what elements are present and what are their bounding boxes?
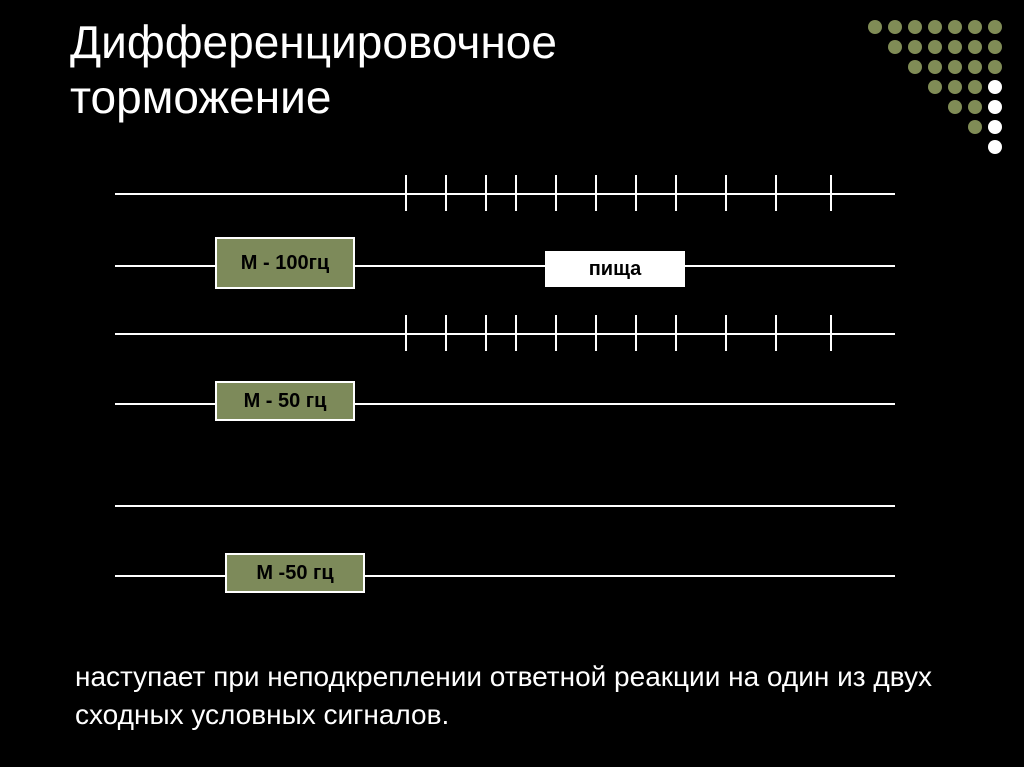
grid-dot bbox=[928, 80, 942, 94]
grid-dot bbox=[988, 80, 1002, 94]
grid-dot bbox=[928, 20, 942, 34]
tick-mark bbox=[675, 175, 677, 211]
grid-dot bbox=[908, 20, 922, 34]
grid-dot bbox=[988, 40, 1002, 54]
grid-dot bbox=[948, 20, 962, 34]
timeline-line5 bbox=[115, 505, 895, 507]
title-line-2: торможение bbox=[70, 70, 557, 125]
tick-mark bbox=[725, 315, 727, 351]
tick-mark bbox=[555, 175, 557, 211]
tick-mark bbox=[830, 315, 832, 351]
dot-grid-icon bbox=[866, 18, 1004, 156]
grid-dot bbox=[928, 40, 942, 54]
tick-mark bbox=[775, 315, 777, 351]
tick-mark bbox=[405, 175, 407, 211]
tick-mark bbox=[485, 315, 487, 351]
grid-dot bbox=[868, 20, 882, 34]
box-food-label: пища bbox=[589, 258, 642, 281]
tick-mark bbox=[405, 315, 407, 351]
caption-text: наступает при неподкреплении ответной ре… bbox=[75, 658, 955, 734]
grid-dot bbox=[928, 60, 942, 74]
tick-mark bbox=[445, 315, 447, 351]
grid-dot bbox=[968, 60, 982, 74]
tick-mark bbox=[675, 315, 677, 351]
timing-diagram: М - 100гц пища М - 50 гц М -50 гц bbox=[95, 165, 915, 625]
tick-mark bbox=[635, 315, 637, 351]
box-m100-label: М - 100гц bbox=[241, 252, 329, 275]
grid-dot bbox=[968, 40, 982, 54]
grid-dot bbox=[948, 80, 962, 94]
grid-dot bbox=[888, 40, 902, 54]
grid-dot bbox=[988, 120, 1002, 134]
box-food: пища bbox=[545, 251, 685, 287]
grid-dot bbox=[968, 80, 982, 94]
tick-mark bbox=[775, 175, 777, 211]
grid-dot bbox=[988, 60, 1002, 74]
tick-mark bbox=[445, 175, 447, 211]
tick-mark bbox=[515, 315, 517, 351]
timeline-line3 bbox=[115, 333, 895, 335]
tick-mark bbox=[725, 175, 727, 211]
slide-title: Дифференцировочное торможение bbox=[70, 15, 557, 125]
grid-dot bbox=[908, 40, 922, 54]
box-m50a-label: М - 50 гц bbox=[244, 390, 327, 413]
grid-dot bbox=[968, 100, 982, 114]
grid-dot bbox=[968, 120, 982, 134]
grid-dot bbox=[988, 20, 1002, 34]
box-m50b-label: М -50 гц bbox=[256, 562, 333, 585]
title-line-1: Дифференцировочное bbox=[70, 15, 557, 70]
box-m50b: М -50 гц bbox=[225, 553, 365, 593]
tick-mark bbox=[830, 175, 832, 211]
slide: Дифференцировочное торможение М - 100гц п… bbox=[0, 0, 1024, 767]
grid-dot bbox=[888, 20, 902, 34]
box-m100: М - 100гц bbox=[215, 237, 355, 289]
timeline-line1 bbox=[115, 193, 895, 195]
grid-dot bbox=[908, 60, 922, 74]
box-m50a: М - 50 гц bbox=[215, 381, 355, 421]
tick-mark bbox=[555, 315, 557, 351]
grid-dot bbox=[988, 140, 1002, 154]
grid-dot bbox=[948, 40, 962, 54]
tick-mark bbox=[595, 315, 597, 351]
grid-dot bbox=[948, 60, 962, 74]
tick-mark bbox=[515, 175, 517, 211]
grid-dot bbox=[948, 100, 962, 114]
grid-dot bbox=[988, 100, 1002, 114]
tick-mark bbox=[635, 175, 637, 211]
tick-mark bbox=[595, 175, 597, 211]
grid-dot bbox=[968, 20, 982, 34]
tick-mark bbox=[485, 175, 487, 211]
